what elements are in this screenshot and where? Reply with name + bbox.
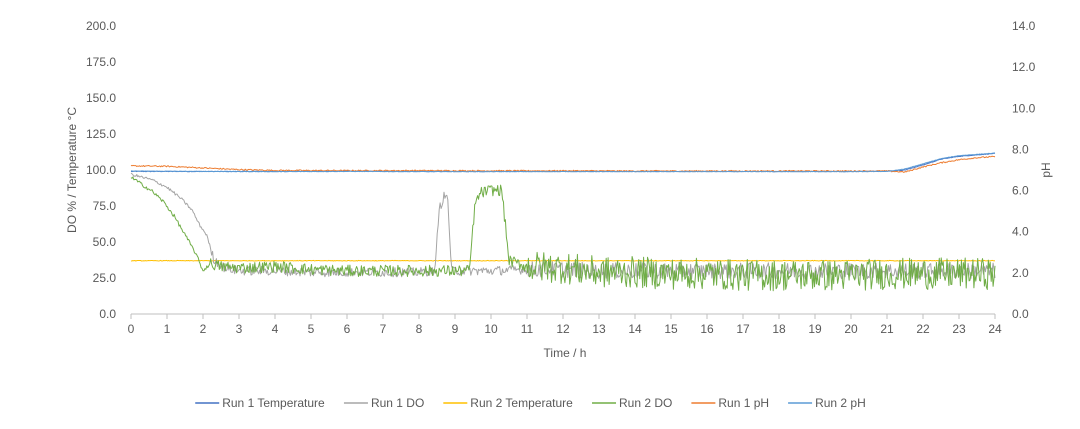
- x-tick-label: 1: [164, 322, 171, 336]
- legend-label: Run 2 Temperature: [470, 396, 573, 410]
- y-left-tick-label: 150.0: [86, 91, 116, 105]
- y-left-tick-label: 200.0: [86, 19, 116, 33]
- y-right-tick-label: 2.0: [1012, 266, 1029, 280]
- y-right-tick-label: 14.0: [1012, 19, 1036, 33]
- y-left-tick-label: 75.0: [93, 199, 117, 213]
- x-tick-label: 13: [592, 322, 606, 336]
- y-left-tick-label: 50.0: [93, 235, 117, 249]
- y-left-axis-title: DO % / Temperature °C: [65, 107, 79, 233]
- x-tick-label: 17: [736, 322, 750, 336]
- x-tick-label: 6: [344, 322, 351, 336]
- series-line-run-1-temperature: [130, 152, 996, 173]
- x-tick-label: 19: [808, 322, 822, 336]
- legend-label: Run 2 DO: [619, 396, 672, 410]
- series-line-run-2-ph: [131, 152, 996, 173]
- y-left-tick-label: 125.0: [86, 127, 116, 141]
- y-left-tick-label: 100.0: [86, 163, 116, 177]
- x-tick-label: 0: [128, 322, 135, 336]
- y-left-tick-label: 175.0: [86, 55, 116, 69]
- series-line-run-2-do: [130, 176, 996, 292]
- x-tick-label: 14: [628, 322, 642, 336]
- x-tick-label: 21: [880, 322, 894, 336]
- x-tick-label: 5: [308, 322, 315, 336]
- y-right-tick-label: 8.0: [1012, 142, 1029, 156]
- series-line-run-1-ph: [130, 155, 996, 173]
- legend-label: Run 1 Temperature: [222, 396, 325, 410]
- x-tick-label: 7: [380, 322, 387, 336]
- y-right-tick-label: 0.0: [1012, 307, 1029, 321]
- x-axis-title: Time / h: [544, 346, 587, 360]
- x-axis: 0 1 2 3 4 5 6 7 8 9 10 11 12 13 14 15 16 17 18 19 20 21 22 23 24: [128, 313, 1002, 336]
- y-left-tick-label: 25.0: [93, 271, 117, 285]
- x-tick-label: 8: [416, 322, 423, 336]
- x-tick-label: 4: [272, 322, 279, 336]
- x-tick-label: 9: [452, 322, 459, 336]
- y-right-tick-label: 4.0: [1012, 225, 1029, 239]
- x-tick-label: 18: [772, 322, 786, 336]
- y-right-axis-title: pH: [1039, 162, 1053, 177]
- x-tick-label: 24: [988, 322, 1002, 336]
- x-tick-label: 15: [664, 322, 678, 336]
- y-right-tick-label: 12.0: [1012, 60, 1036, 74]
- y-right-tick-label: 10.0: [1012, 101, 1036, 115]
- x-tick-label: 20: [844, 322, 858, 336]
- x-tick-label: 2: [200, 322, 207, 336]
- series-line-run-2-temperature: [130, 259, 996, 262]
- legend-label: Run 1 DO: [371, 396, 424, 410]
- legend: Run 1 Temperature Run 1 DO Run 2 Temperatu…: [195, 396, 866, 410]
- legend-label: Run 2 pH: [815, 396, 866, 410]
- x-tick-label: 16: [700, 322, 714, 336]
- y-left-axis: 0.0 25.0 50.0 75.0 100.0 125.0 150.0 175.0 200.0: [86, 19, 116, 321]
- x-tick-label: 22: [916, 322, 930, 336]
- x-tick-label: 23: [952, 322, 966, 336]
- y-left-tick-label: 0.0: [99, 307, 116, 321]
- y-right-tick-label: 6.0: [1012, 184, 1029, 198]
- plot-lines: [130, 152, 996, 292]
- legend-label: Run 1 pH: [718, 396, 769, 410]
- x-tick-label: 11: [521, 322, 534, 336]
- x-tick-label: 3: [236, 322, 243, 336]
- x-tick-label: 10: [484, 322, 498, 336]
- x-tick-label: 12: [556, 322, 570, 336]
- series-line-run-1-do: [130, 172, 996, 280]
- y-right-axis: 0.0 2.0 4.0 6.0 8.0 10.0 12.0 14.0: [1012, 19, 1036, 321]
